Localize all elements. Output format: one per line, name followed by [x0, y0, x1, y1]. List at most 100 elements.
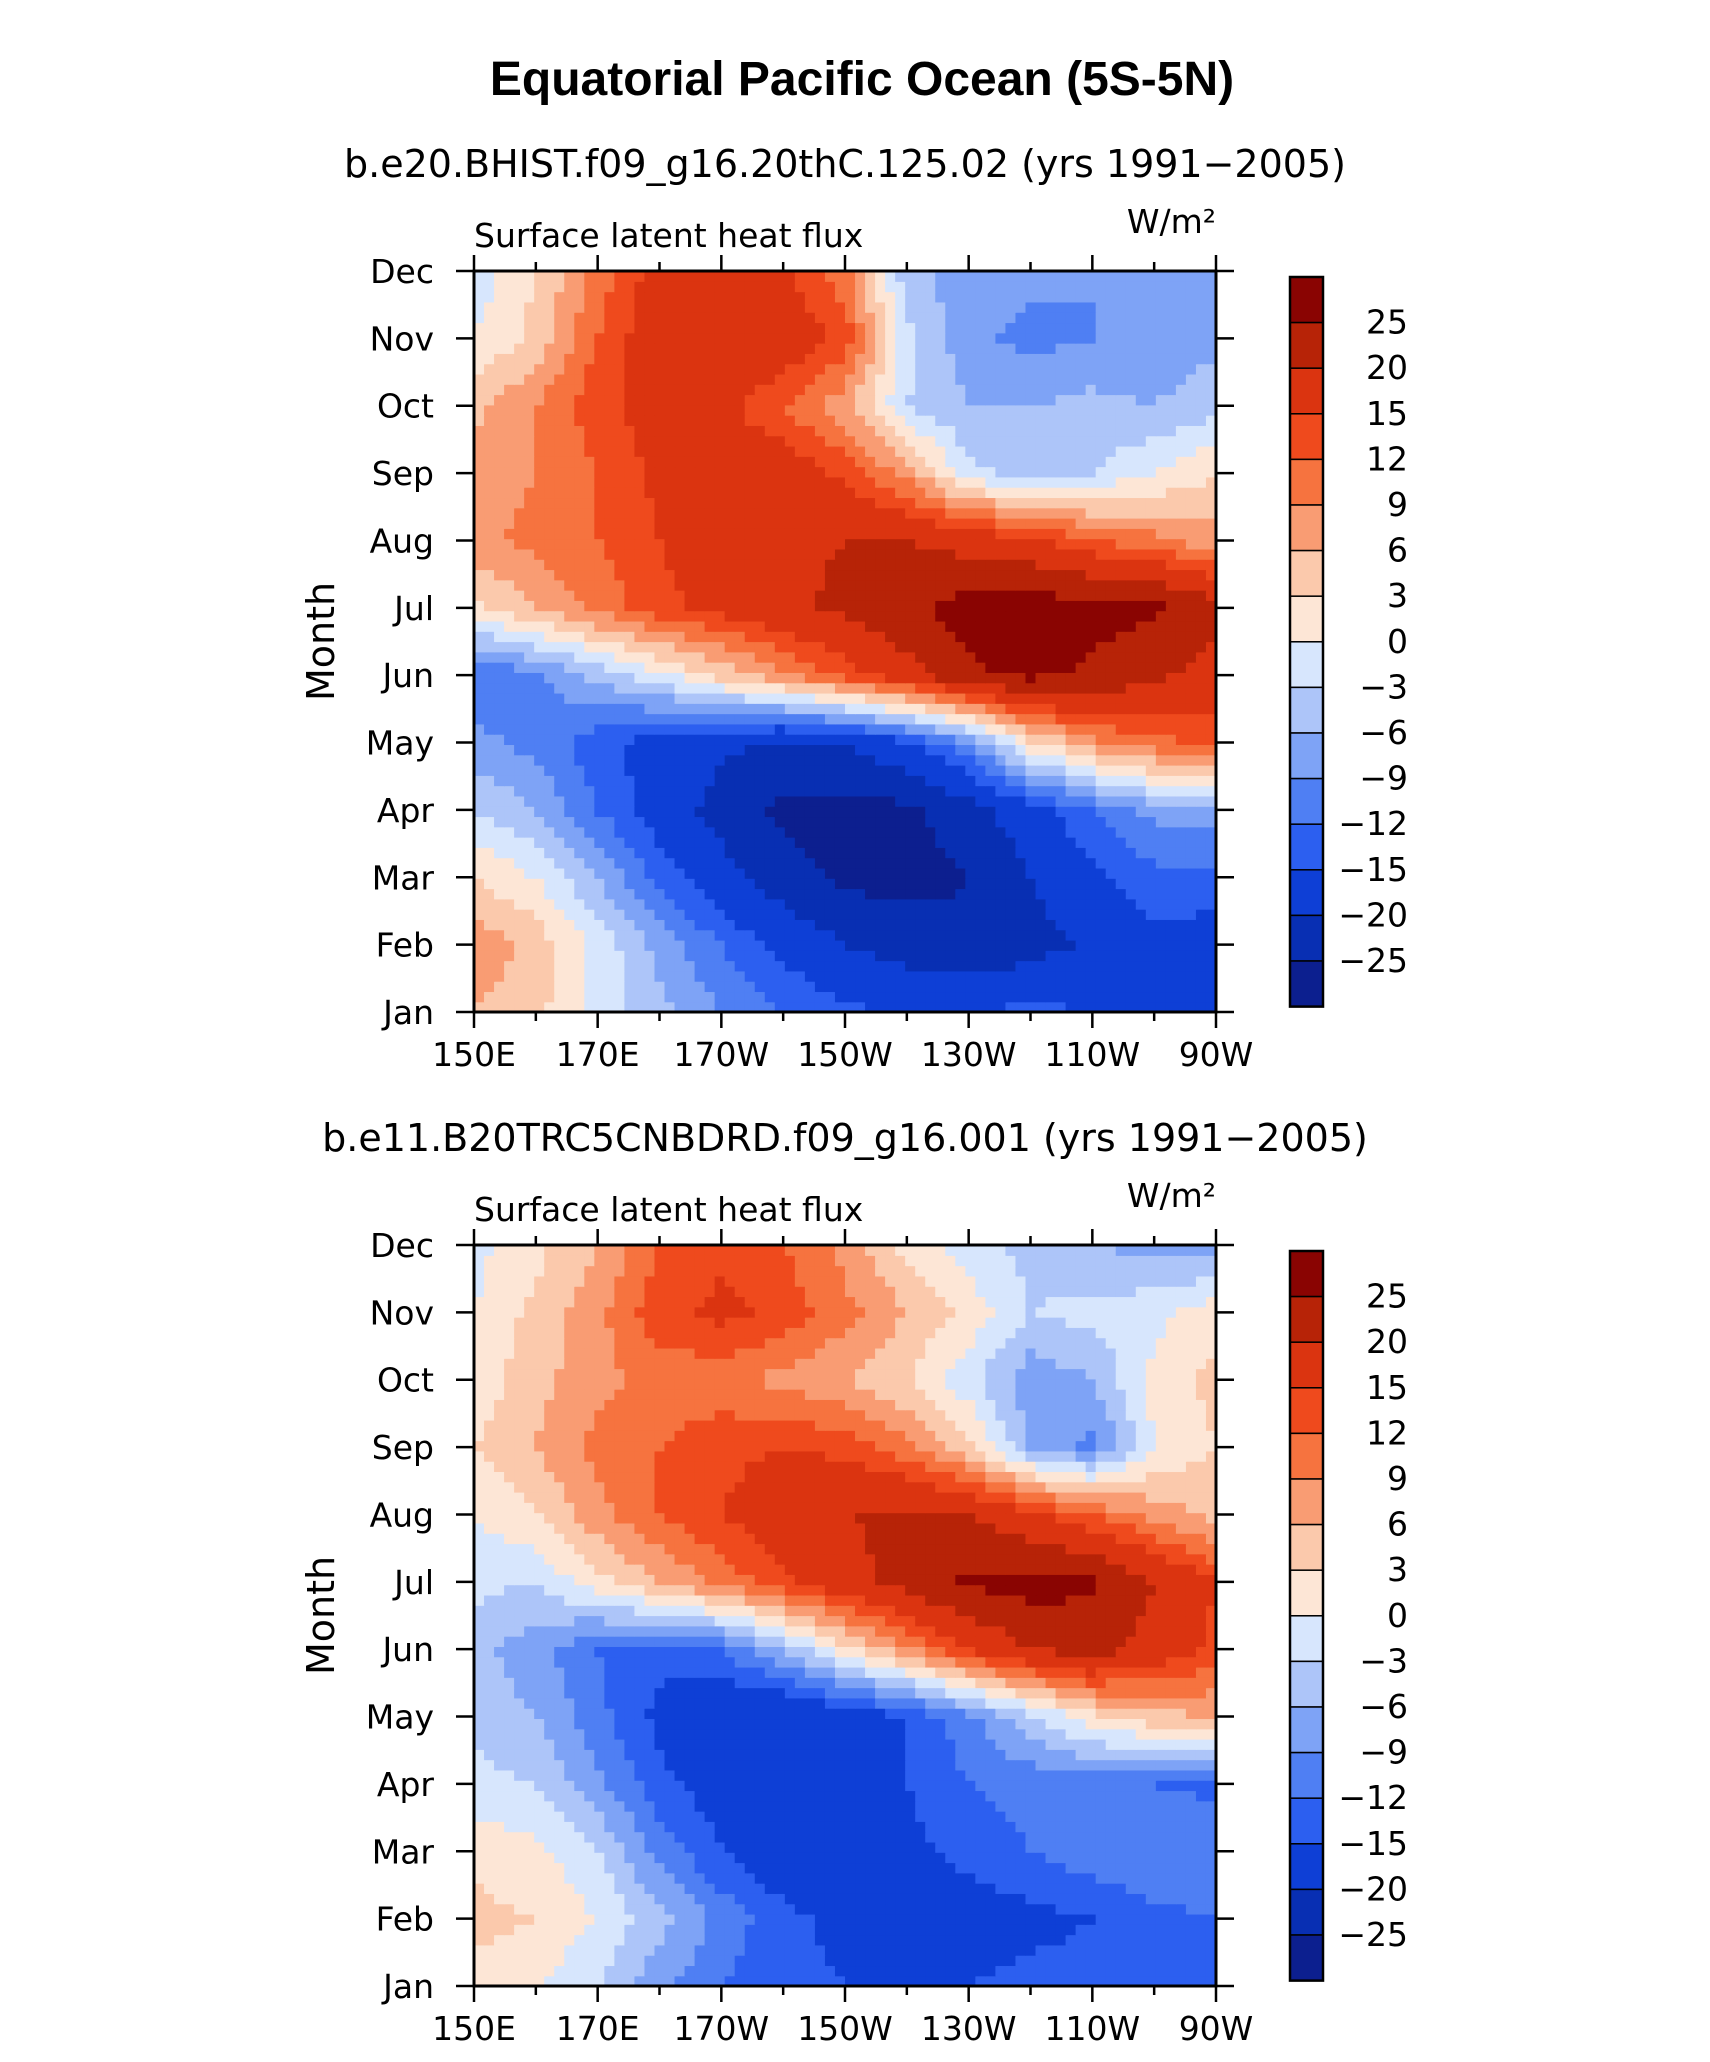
heatmap-cell — [724, 816, 736, 828]
heatmap-cell — [634, 569, 646, 581]
heatmap-cell — [654, 332, 666, 344]
heatmap-cell — [925, 548, 936, 560]
heatmap-cell — [704, 476, 716, 488]
heatmap-cell — [514, 909, 525, 920]
heatmap-cell — [1205, 888, 1216, 900]
heatmap-cell — [895, 579, 906, 591]
heatmap-cell — [1005, 415, 1017, 426]
heatmap-cell — [504, 785, 515, 797]
heatmap-cell — [1045, 579, 1057, 591]
heatmap-cell — [744, 878, 756, 890]
heatmap-cell — [985, 394, 997, 406]
heatmap-cell — [704, 888, 716, 900]
heatmap-cell — [1035, 682, 1047, 694]
heatmap-cell — [794, 343, 806, 354]
heatmap-cell — [965, 456, 976, 468]
heatmap-cell — [985, 682, 997, 694]
heatmap-cell — [965, 970, 976, 982]
heatmap-cell — [975, 847, 986, 859]
heatmap-cell — [955, 785, 966, 797]
heatmap-cell — [965, 960, 976, 972]
heatmap-cell — [784, 991, 796, 1003]
heatmap-cell — [514, 754, 525, 766]
heatmap-cell — [594, 384, 605, 396]
heatmap-cell — [564, 579, 575, 591]
heatmap-cell — [1085, 775, 1097, 787]
heatmap-cell — [885, 620, 896, 632]
heatmap-cell — [784, 960, 796, 972]
heatmap-cell — [1025, 847, 1037, 859]
heatmap-cell — [895, 394, 906, 406]
heatmap-cell — [584, 497, 595, 509]
heatmap-cell — [1025, 548, 1037, 560]
heatmap-cell — [895, 847, 906, 859]
heatmap-cell — [1105, 425, 1117, 437]
heatmap-cell — [684, 384, 696, 396]
heatmap-cell — [614, 579, 626, 591]
heatmap-cell — [834, 867, 846, 879]
heatmap-cell — [694, 373, 706, 385]
heatmap-cell — [855, 734, 866, 746]
heatmap-cell — [484, 569, 495, 581]
heatmap-cell — [1025, 970, 1037, 982]
heatmap-cell — [1165, 662, 1177, 673]
heatmap-cell — [975, 538, 986, 550]
heatmap-cell — [754, 692, 766, 704]
heatmap-cell — [584, 744, 595, 756]
heatmap-cell — [514, 857, 525, 869]
heatmap-cell — [1155, 857, 1167, 869]
heatmap-cell — [845, 847, 856, 859]
heatmap-cell — [1025, 343, 1037, 354]
heatmap-cell — [664, 754, 676, 766]
heatmap-cell — [824, 373, 836, 385]
heatmap-cell — [1085, 878, 1097, 890]
heatmap-cell — [594, 703, 605, 715]
heatmap-cell — [484, 415, 495, 426]
heatmap-cell — [674, 765, 686, 776]
heatmap-cell — [1075, 476, 1087, 488]
heatmap-cell — [1125, 816, 1137, 828]
heatmap-cell — [905, 898, 916, 910]
heatmap-cell — [855, 754, 866, 766]
heatmap-cell — [1125, 703, 1137, 715]
heatmap-cell — [704, 981, 716, 993]
heatmap-cell — [594, 909, 605, 920]
heatmap-cell — [834, 692, 846, 704]
heatmap-cell — [834, 487, 846, 499]
heatmap-cell — [945, 837, 956, 848]
heatmap-cell — [714, 353, 726, 365]
heatmap-cell — [1135, 476, 1147, 488]
heatmap-cell — [484, 394, 495, 406]
heatmap-cell — [865, 754, 876, 766]
heatmap-cell — [855, 816, 866, 828]
heatmap-cell — [604, 631, 615, 643]
heatmap-cell — [1145, 847, 1157, 859]
heatmap-cell — [564, 343, 575, 354]
heatmap-cell — [804, 1001, 816, 1012]
heatmap-cell — [915, 651, 926, 663]
heatmap-cell — [1085, 322, 1097, 334]
heatmap-cell — [664, 363, 676, 375]
heatmap-cell — [834, 620, 846, 632]
heatmap-cell — [1115, 734, 1127, 746]
heatmap-cell — [604, 353, 615, 365]
heatmap-cell — [1045, 703, 1057, 715]
heatmap-cell — [734, 435, 746, 447]
heatmap-cell — [1105, 939, 1117, 951]
heatmap-cell — [1105, 620, 1117, 632]
heatmap-cell — [945, 651, 956, 663]
heatmap-cell — [554, 322, 565, 334]
heatmap-cell — [1035, 939, 1047, 951]
heatmap-cell — [644, 651, 656, 663]
heatmap-cell — [684, 806, 696, 818]
heatmap-cell — [474, 435, 485, 447]
heatmap-cell — [754, 559, 766, 571]
heatmap-cell — [1095, 826, 1107, 838]
heatmap-cell — [704, 590, 716, 601]
heatmap-cell — [824, 394, 836, 406]
heatmap-cell — [674, 435, 686, 447]
heatmap-cell — [534, 960, 545, 972]
heatmap-cell — [504, 476, 515, 488]
heatmap-cell — [694, 703, 706, 715]
heatmap-cell — [1025, 445, 1037, 457]
